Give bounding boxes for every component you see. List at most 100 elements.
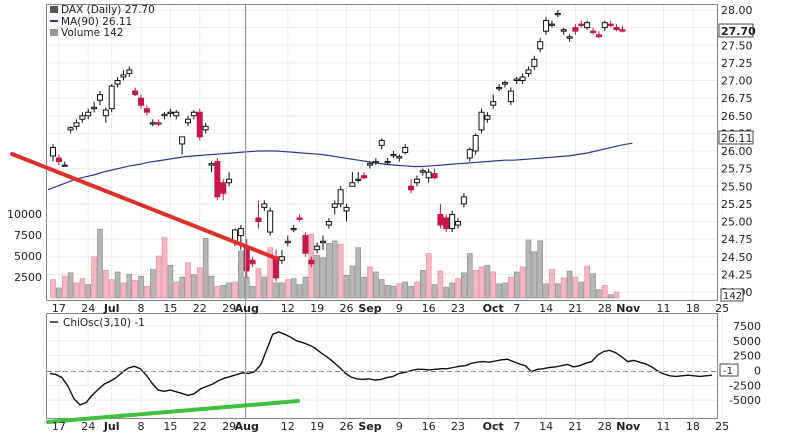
volume-bar bbox=[519, 266, 526, 299]
osc-label: ChiOsc(3,10) -1 bbox=[63, 317, 145, 329]
x-tick-label: 21 bbox=[568, 420, 582, 433]
candle-body bbox=[384, 161, 391, 164]
volume-bar bbox=[144, 285, 150, 299]
volume-bar bbox=[132, 280, 138, 299]
candle-body bbox=[91, 106, 98, 110]
volume-bar bbox=[226, 282, 232, 299]
volume-bar bbox=[167, 264, 174, 299]
volume-bar bbox=[349, 265, 356, 299]
volume-bar bbox=[531, 251, 538, 299]
candle-body bbox=[578, 23, 585, 27]
volume-bar bbox=[314, 254, 320, 299]
candle-body bbox=[466, 149, 473, 159]
volume-bar bbox=[613, 291, 620, 299]
volume-bar bbox=[590, 273, 596, 299]
ma-label: MA(90) 26.11 bbox=[61, 16, 132, 28]
x-tick-label: Sep bbox=[358, 420, 381, 433]
osc-tick-label: 2500 bbox=[733, 350, 761, 363]
candle-body bbox=[566, 36, 573, 39]
volume-bar bbox=[425, 253, 432, 299]
price-tick-label: 27.25 bbox=[721, 57, 753, 70]
volume-bar bbox=[601, 285, 608, 299]
candle-body bbox=[102, 109, 109, 117]
volume-bar bbox=[191, 274, 197, 299]
osc-panel-frame bbox=[46, 313, 718, 419]
x-tick-label: 29 bbox=[222, 420, 236, 433]
volume-bar bbox=[279, 282, 285, 299]
volume-bar bbox=[513, 271, 520, 299]
x-tick-label: 19 bbox=[310, 302, 324, 315]
x-tick-label: 7 bbox=[513, 420, 520, 433]
volume-bar bbox=[384, 285, 391, 299]
osc-path bbox=[49, 331, 713, 406]
x-tick-label: 18 bbox=[686, 420, 700, 433]
volume-bar bbox=[302, 276, 309, 299]
price-tick-label: 25.50 bbox=[721, 180, 753, 193]
volume-bar bbox=[56, 287, 62, 299]
x-tick-label: 16 bbox=[422, 420, 436, 433]
volume-bar bbox=[126, 274, 133, 299]
candle-body bbox=[214, 161, 221, 198]
price-tick-label: 24.25 bbox=[721, 268, 753, 281]
volume-bar bbox=[103, 269, 109, 299]
candle-body bbox=[437, 213, 444, 226]
red-trendline bbox=[10, 152, 280, 261]
candle-body bbox=[619, 29, 626, 32]
candle-body bbox=[449, 213, 456, 230]
candle-body bbox=[120, 74, 127, 78]
volume-tag: 142 bbox=[720, 288, 744, 302]
last-price-tag: 27.70 bbox=[718, 23, 756, 38]
volume-tick-label: 10000 bbox=[7, 208, 42, 221]
candle-body bbox=[185, 118, 192, 124]
last-price-tag-box bbox=[718, 23, 754, 38]
volume-bar bbox=[155, 255, 162, 299]
legend: DAX (Daily) 27.70 MA(90) 26.11 Volume 14… bbox=[50, 4, 155, 329]
volume-bar bbox=[173, 281, 180, 299]
x-tick-label: 26 bbox=[340, 420, 354, 433]
x-tick-label: Oct bbox=[483, 420, 504, 433]
volume-bar bbox=[390, 285, 397, 299]
x-tick-label: 7 bbox=[513, 302, 520, 315]
volume-bar bbox=[502, 282, 508, 299]
volume-bar bbox=[408, 285, 414, 299]
candle-body bbox=[337, 189, 344, 205]
volume-bar bbox=[185, 262, 191, 299]
volume-bar bbox=[431, 284, 438, 299]
candle-body bbox=[484, 115, 491, 120]
volume-bar bbox=[238, 250, 244, 299]
x-tick-label: 18 bbox=[686, 302, 700, 315]
volume-bar bbox=[472, 269, 479, 299]
volume-bar bbox=[543, 283, 549, 299]
candle-body bbox=[67, 127, 74, 131]
volume-bar bbox=[261, 276, 268, 299]
price-tick-label: 25.75 bbox=[721, 163, 753, 176]
volume-bar bbox=[296, 284, 303, 299]
volume-bar bbox=[196, 267, 203, 299]
volume-bar bbox=[437, 270, 444, 299]
x-tick-label: Jul bbox=[103, 302, 120, 315]
x-tick-label: Aug bbox=[235, 420, 259, 433]
x-tick-label: 17 bbox=[52, 420, 66, 433]
volume-bar bbox=[402, 281, 409, 299]
volume-bar bbox=[220, 285, 227, 299]
volume-tag-box bbox=[720, 288, 744, 302]
candle-body bbox=[190, 111, 197, 117]
volume-bar bbox=[484, 264, 491, 299]
x-tick-label: 12 bbox=[281, 420, 295, 433]
price-tick-label: 24.75 bbox=[721, 233, 753, 246]
volume-bar bbox=[91, 256, 97, 299]
volume-bar bbox=[560, 277, 567, 299]
volume-bar bbox=[443, 286, 450, 299]
candle-body bbox=[314, 245, 321, 251]
volume-bar bbox=[208, 275, 215, 299]
volume-bar bbox=[73, 282, 80, 299]
volume-bar bbox=[161, 237, 168, 299]
candle-body bbox=[472, 134, 479, 152]
volume-bar bbox=[607, 294, 614, 299]
volume-bar bbox=[478, 266, 485, 299]
candle-body bbox=[114, 80, 121, 85]
price-tick-label: 26.00 bbox=[721, 145, 753, 158]
x-tick-label: 11 bbox=[656, 302, 670, 315]
x-tick-label: 23 bbox=[451, 420, 465, 433]
